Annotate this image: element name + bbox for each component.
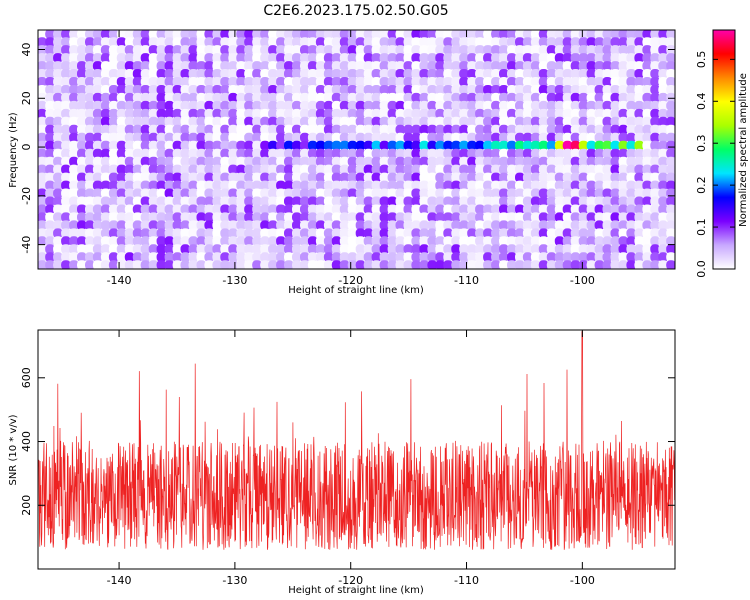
- x-tick-label: -100: [570, 574, 595, 587]
- x-tick-label: -130: [222, 274, 247, 287]
- colorbar-tick-label: 0.1: [695, 218, 708, 236]
- snr-x-axis-label: Height of straight line (km): [288, 585, 424, 596]
- x-tick-label: -100: [570, 274, 595, 287]
- snr-y-ticks: 200 400 600: [20, 367, 675, 516]
- y-tick-label: 600: [20, 367, 33, 388]
- colorbar-tick-label: 0.5: [695, 51, 708, 69]
- y-tick-label: -20: [20, 187, 33, 205]
- y-tick-label: 200: [20, 495, 33, 516]
- x-tick-label: -120: [338, 274, 363, 287]
- colorbar: 0.0 0.1 0.2 0.3 0.4 0.5 Normalized spectral a…: [695, 29, 749, 278]
- x-tick-label: -140: [107, 574, 132, 587]
- snr-x-ticks: -140 -130 -120 -110 -100: [107, 330, 595, 587]
- colorbar-frame: [712, 29, 736, 270]
- colorbar-gradient: [713, 30, 735, 269]
- spectrogram-heatmap: [38, 30, 675, 269]
- snr-panel: -140 -130 -120 -110 -100 200 400 600 Height of…: [8, 329, 676, 596]
- x-tick-label: -130: [222, 574, 247, 587]
- colorbar-label: Normalized spectral amplitude: [738, 73, 749, 227]
- snr-y-axis-label: SNR (10 * v/v): [8, 414, 19, 485]
- x-tick-label: -120: [338, 574, 363, 587]
- spectrogram-frame: [37, 29, 676, 270]
- x-tick-label: -110: [454, 274, 479, 287]
- x-tick-label: -140: [107, 274, 132, 287]
- colorbar-tick-label: 0.0: [695, 260, 708, 278]
- spectrogram-x-axis-label: Height of straight line (km): [288, 285, 424, 296]
- x-tick-label: -110: [454, 574, 479, 587]
- colorbar-tick-label: 0.2: [695, 176, 708, 194]
- y-tick-label: 0: [20, 144, 33, 151]
- spectrogram-panel: -140 -130 -120 -110 -100 -40 -20 0 20 40 Height …: [8, 29, 676, 296]
- y-tick-label: -40: [20, 236, 33, 254]
- snr-series-line: [38, 331, 675, 550]
- colorbar-tick-label: 0.3: [695, 134, 708, 152]
- snr-frame: [37, 329, 676, 570]
- colorbar-tick-label: 0.4: [695, 93, 708, 111]
- colorbar-ticks: 0.0 0.1 0.2 0.3 0.4 0.5: [695, 51, 735, 278]
- y-tick-label: 20: [20, 91, 33, 105]
- spectrogram-y-ticks: -40 -20 0 20 40: [20, 43, 675, 254]
- y-tick-label: 40: [20, 43, 33, 57]
- y-tick-label: 400: [20, 431, 33, 452]
- spectrogram-y-axis-label: Frequency (Hz): [8, 112, 19, 188]
- spectrogram-x-ticks: -140 -130 -120 -110 -100: [107, 30, 595, 287]
- figure-title: C2E6.2023.175.02.50.G05: [263, 3, 448, 19]
